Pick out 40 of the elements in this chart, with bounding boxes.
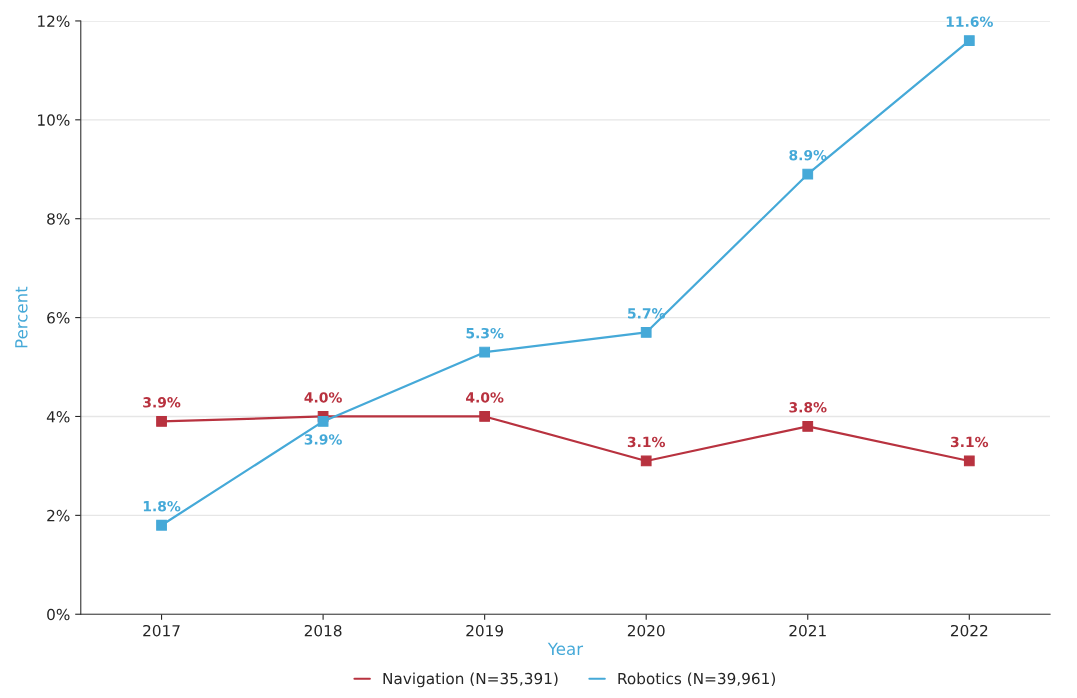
data-label: 3.9% (304, 434, 342, 445)
x-axis-title: Year (547, 642, 584, 656)
y-tick-label: 6% (47, 312, 70, 324)
point (479, 346, 491, 358)
data-label: 4.0% (304, 392, 342, 403)
data-label: 4.0% (466, 392, 504, 403)
point (963, 455, 975, 467)
data-label: 3.9% (143, 397, 181, 408)
data-label: 3.8% (789, 402, 827, 413)
data-label: 8.9% (789, 149, 827, 161)
y-tick-label: 2% (47, 509, 70, 522)
point (802, 168, 814, 180)
y-axis-title: Percent (15, 286, 28, 348)
data-label: 3.1% (950, 436, 989, 448)
point (317, 416, 329, 427)
x-tick-label: 2020 (627, 624, 665, 637)
x-tick-label: 2021 (789, 624, 826, 637)
x-tick-label: 2017 (143, 624, 180, 637)
point (963, 35, 975, 47)
y-tick-label: 8% (47, 213, 70, 225)
legend-label: Navigation (N=35,391) (383, 672, 558, 688)
x-tick-label: 2019 (466, 624, 504, 637)
data-label: 3.1% (627, 436, 666, 448)
point (479, 411, 491, 422)
data-label: 1.8% (143, 500, 181, 512)
y-tick-label: 12% (38, 15, 70, 27)
x-tick-label: 2018 (304, 624, 342, 637)
data-label: 5.3% (466, 327, 504, 339)
point (156, 519, 167, 531)
y-tick-label: 4% (46, 410, 70, 423)
point (802, 420, 814, 432)
x-tick-label: 2022 (950, 624, 988, 637)
legend-label: Robotics (N=39,961) (618, 672, 776, 687)
data-label: 11.6% (946, 16, 993, 27)
data-label: 5.7% (628, 308, 666, 319)
point (640, 455, 652, 467)
y-tick-label: 10% (38, 114, 70, 126)
point (640, 327, 652, 338)
y-tick-label: 0% (47, 608, 70, 621)
point (156, 416, 167, 427)
